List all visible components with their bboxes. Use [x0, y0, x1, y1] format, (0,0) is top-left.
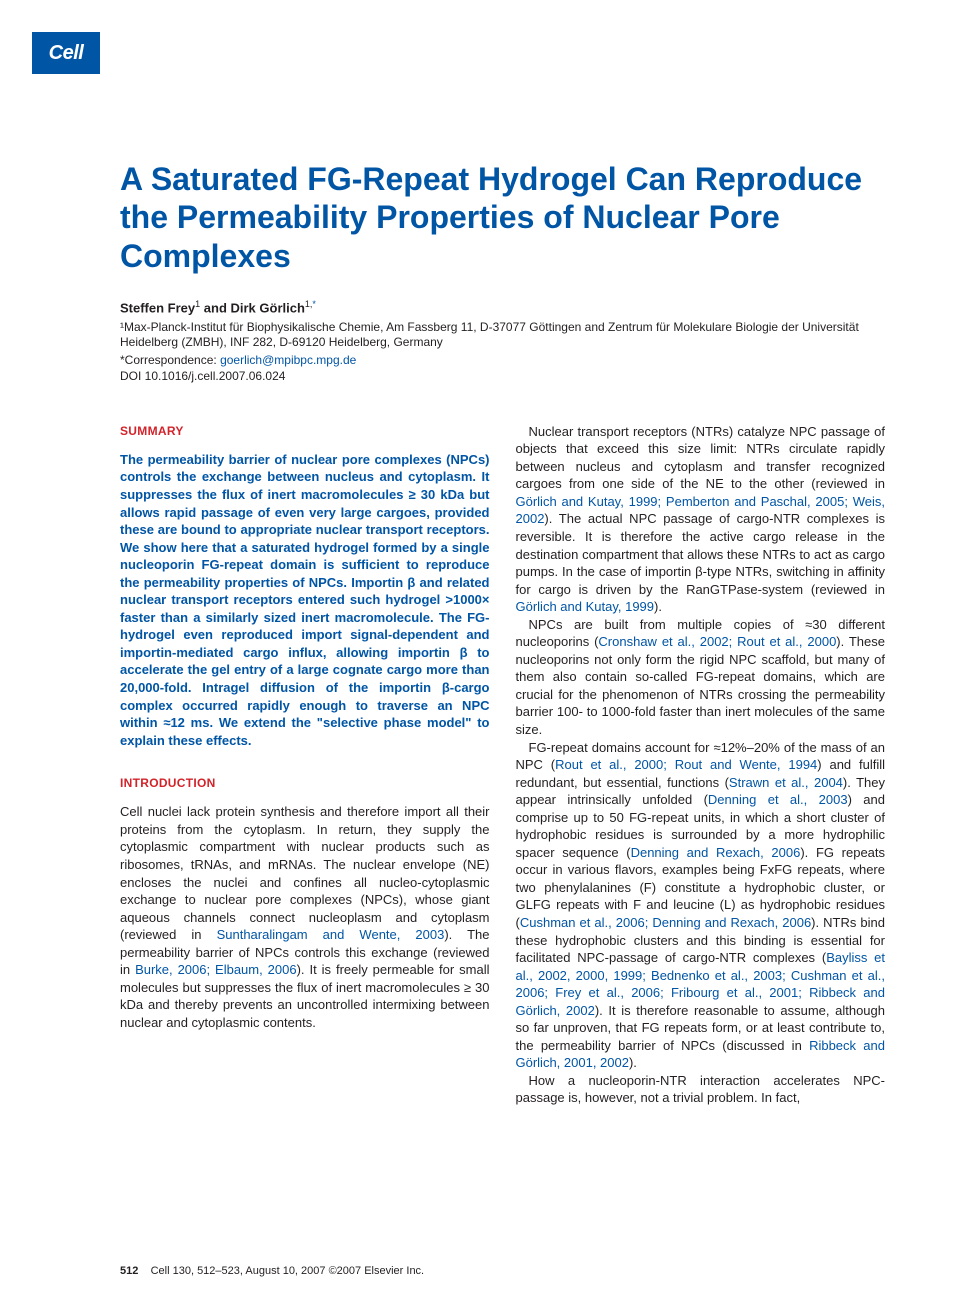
citation-link[interactable]: Denning et al., 2003	[708, 792, 848, 807]
citation-link[interactable]: Burke, 2006; Elbaum, 2006	[135, 962, 297, 977]
body-paragraph: Nuclear transport receptors (NTRs) catal…	[516, 423, 886, 616]
journal-logo: Cell	[32, 32, 100, 74]
footer-citation: Cell 130, 512–523, August 10, 2007 ©2007…	[151, 1265, 425, 1277]
intro-paragraph-1: Cell nuclei lack protein synthesis and t…	[120, 803, 490, 1031]
citation-link[interactable]: Cronshaw et al., 2002; Rout et al., 2000	[598, 634, 836, 649]
citation-link[interactable]: Cushman et al., 2006; Denning and Rexach…	[520, 915, 811, 930]
citation-link[interactable]: Suntharalingam and Wente, 2003	[217, 927, 445, 942]
right-column: Nuclear transport receptors (NTRs) catal…	[516, 423, 886, 1107]
authors-line: Steffen Frey1 and Dirk Görlich1,*	[120, 299, 885, 315]
body-paragraph: FG-repeat domains account for ≈12%–20% o…	[516, 739, 886, 1072]
correspondence-label: *Correspondence:	[120, 353, 220, 367]
citation-link[interactable]: Denning and Rexach, 2006	[631, 845, 801, 860]
left-column: SUMMARY The permeability barrier of nucl…	[120, 423, 490, 1107]
introduction-heading: INTRODUCTION	[120, 775, 490, 791]
doi-line: DOI 10.1016/j.cell.2007.06.024	[120, 369, 885, 383]
citation-link[interactable]: Rout et al., 2000; Rout and Wente, 1994	[555, 757, 817, 772]
body-paragraph: How a nucleoporin-NTR interaction accele…	[516, 1072, 886, 1107]
citation-link[interactable]: Görlich and Kutay, 1999	[516, 599, 655, 614]
summary-body: The permeability barrier of nuclear pore…	[120, 451, 490, 749]
article-title: A Saturated FG-Repeat Hydrogel Can Repro…	[120, 160, 885, 275]
affiliation-line: ¹Max-Planck-Institut für Biophysikalisch…	[120, 320, 885, 351]
citation-link[interactable]: Strawn et al., 2004	[729, 775, 843, 790]
page-footer: 512 Cell 130, 512–523, August 10, 2007 ©…	[120, 1265, 424, 1277]
summary-heading: SUMMARY	[120, 423, 490, 439]
page-number: 512	[120, 1265, 138, 1277]
article-content: A Saturated FG-Repeat Hydrogel Can Repro…	[120, 160, 885, 1107]
correspondence-email[interactable]: goerlich@mpibpc.mpg.de	[220, 353, 356, 367]
body-columns: SUMMARY The permeability barrier of nucl…	[120, 423, 885, 1107]
body-paragraph: NPCs are built from multiple copies of ≈…	[516, 616, 886, 739]
correspondence-line: *Correspondence: goerlich@mpibpc.mpg.de	[120, 353, 885, 367]
